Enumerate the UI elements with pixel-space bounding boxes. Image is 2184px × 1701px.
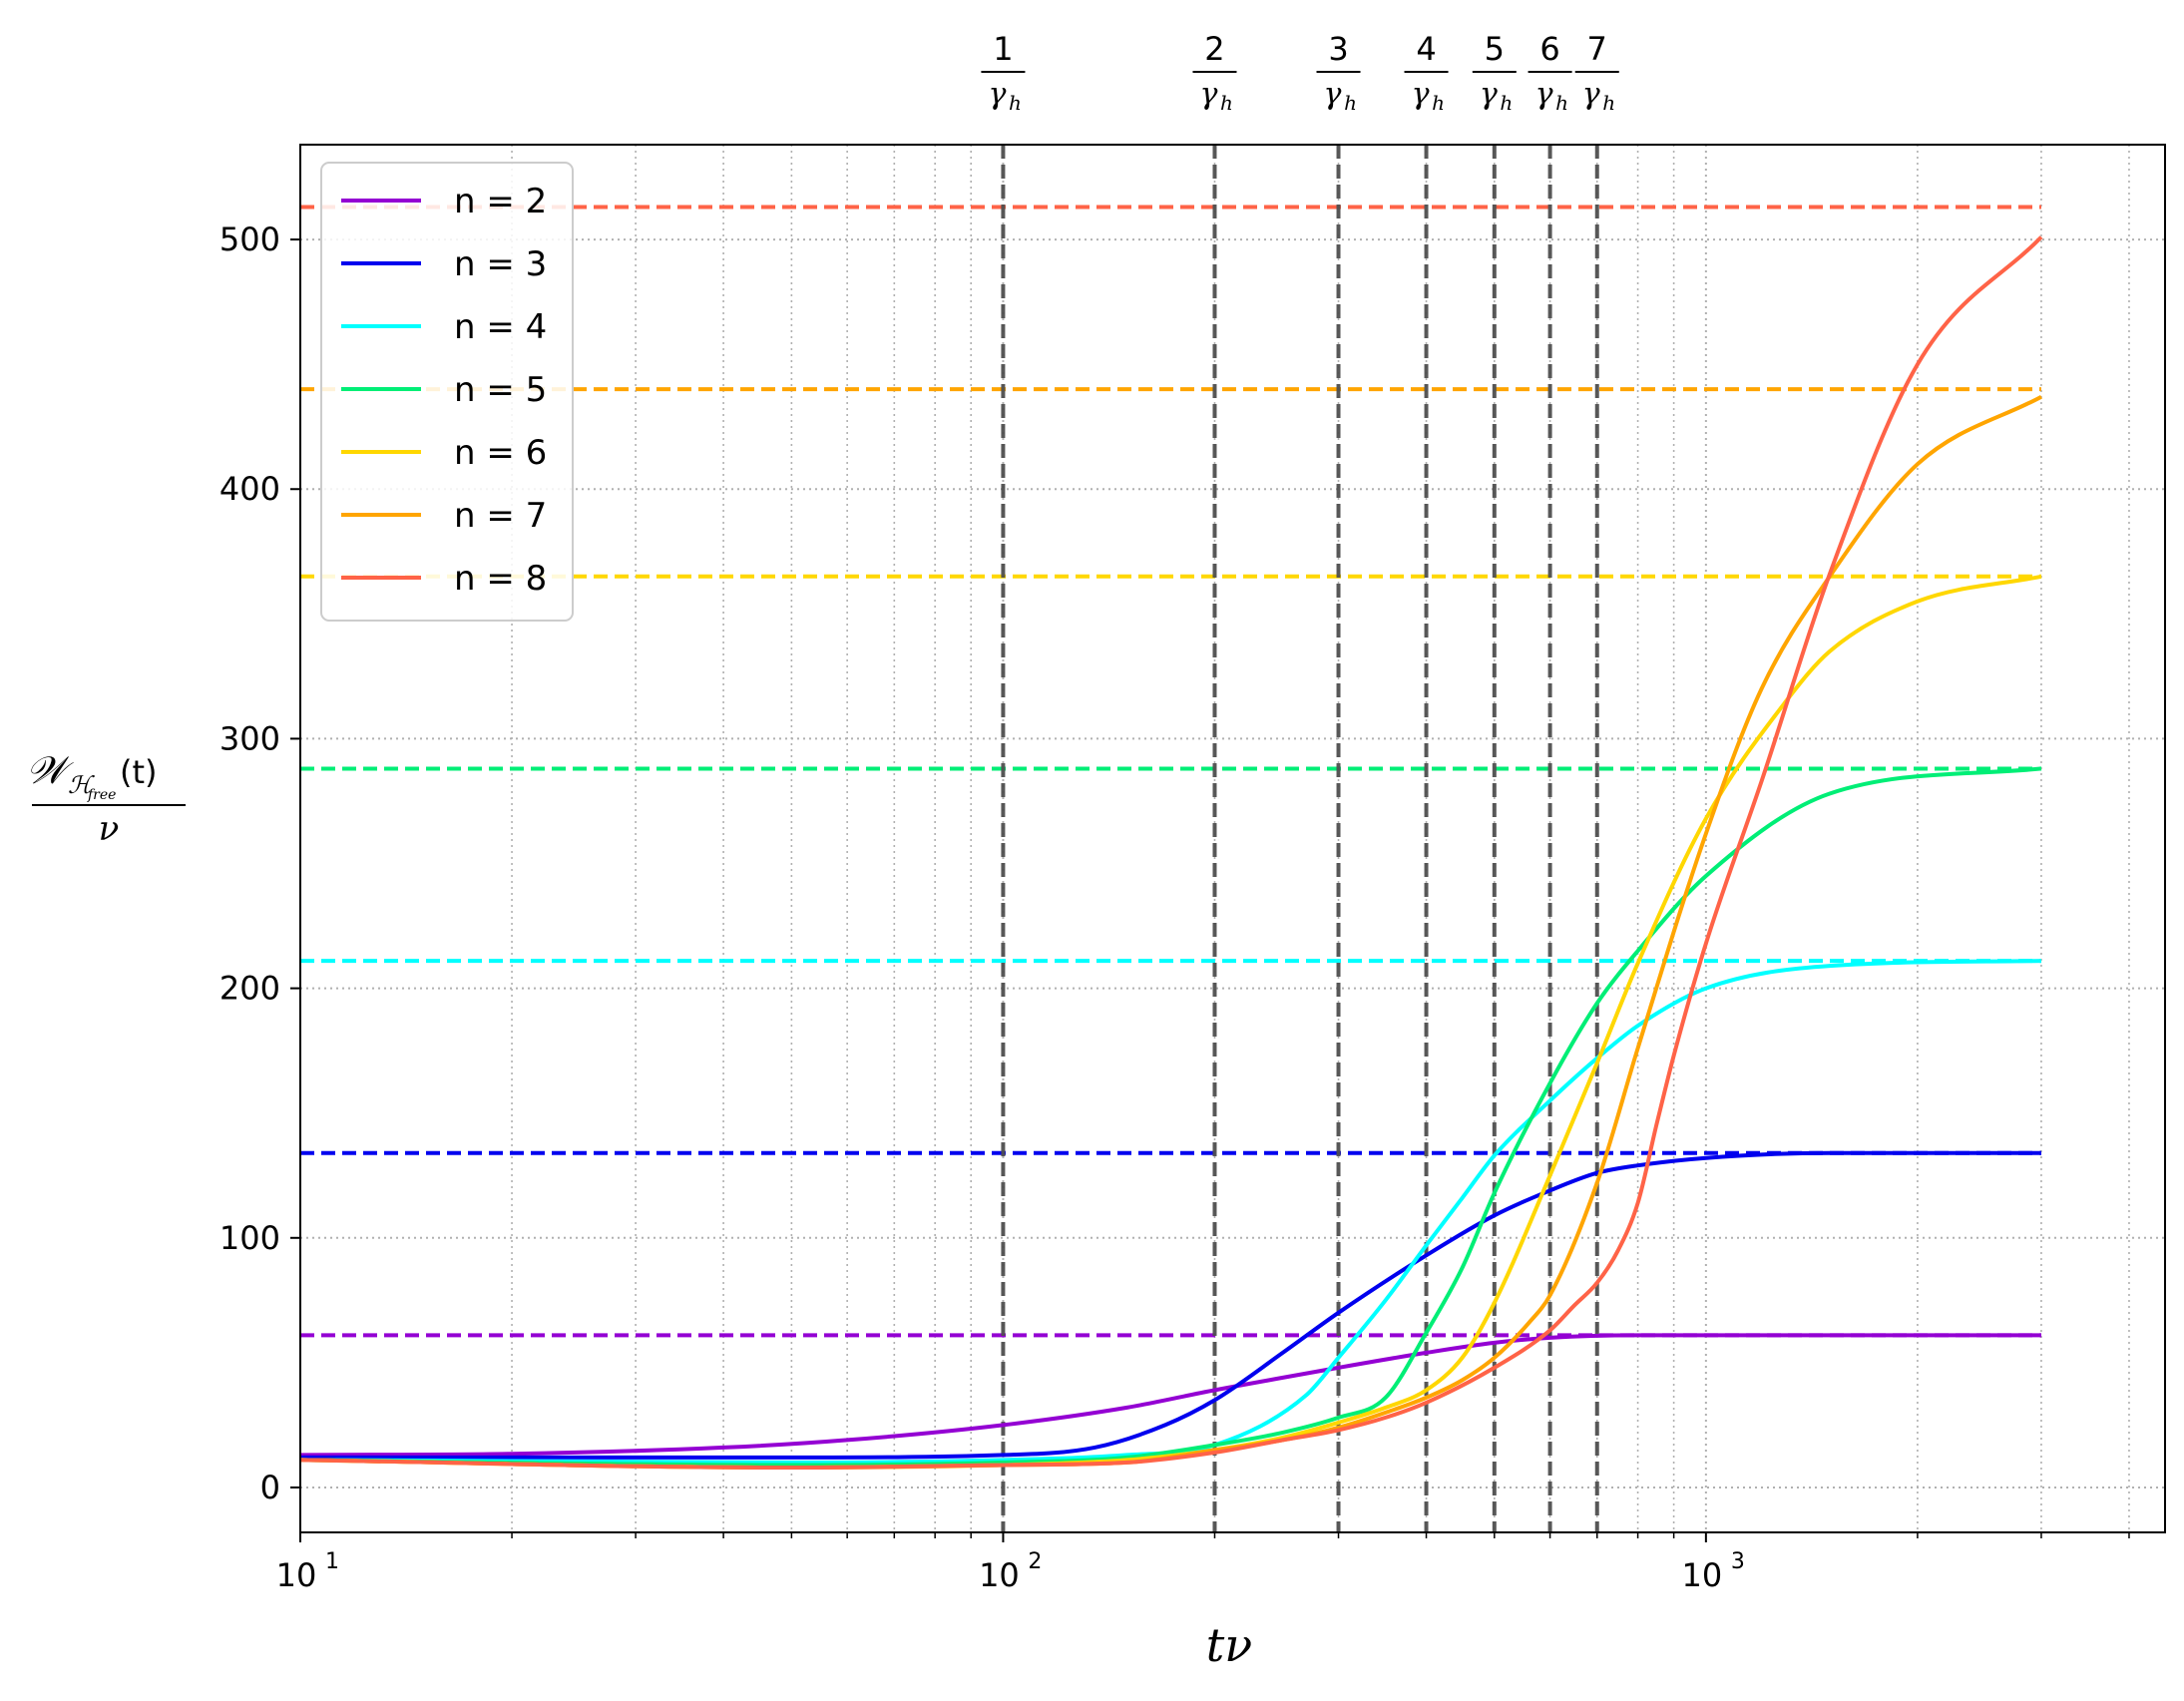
x-tick-label: 10 2: [979, 1549, 1042, 1594]
y-axis-ticks: 0 100 200 300 400 500: [219, 220, 300, 1506]
legend-label: n = 4: [454, 307, 547, 347]
legend-label: n = 3: [454, 244, 547, 284]
vline-label-sub: h: [1500, 91, 1513, 115]
legend-entry: n = 8: [341, 559, 547, 599]
series-line: [299, 235, 2043, 1470]
x-tick-label: 10 3: [1681, 1549, 1744, 1594]
legend-box: [320, 162, 574, 622]
x-tick-label-exponent: 3: [1731, 1549, 1745, 1574]
vline-label-numerator: 1: [993, 30, 1013, 68]
x-tick-label-base: 10: [979, 1556, 1020, 1594]
series-line: [299, 1150, 2041, 1460]
x-tick-label-exponent: 1: [325, 1549, 339, 1574]
x-tick-label-exponent: 2: [1028, 1549, 1042, 1574]
vline-label: 7 γ h: [1574, 30, 1619, 115]
y-axis-label-denominator: ν: [99, 809, 120, 849]
vline-label: 4 γ h: [1404, 30, 1449, 115]
plot-frame: [299, 144, 2166, 1533]
vline-label: 5 γ h: [1472, 30, 1517, 115]
vline-label-sub: h: [1344, 91, 1357, 115]
vline-label: 2 γ h: [1192, 30, 1237, 115]
vline-label-gamma: γ: [1324, 77, 1342, 112]
vline-label-gamma: γ: [1412, 77, 1430, 112]
x-tick-label-base: 10: [1681, 1556, 1722, 1594]
minor-grid: [511, 145, 2130, 1532]
vline-label-numerator: 6: [1539, 30, 1559, 68]
y-tick-label: 500: [219, 220, 280, 258]
vline-label-sub: h: [1602, 91, 1615, 115]
vline-label: 3 γ h: [1316, 30, 1361, 115]
vline-label: 1 γ h: [981, 30, 1026, 115]
vline-label-numerator: 2: [1204, 30, 1224, 68]
vline-label: 6 γ h: [1528, 30, 1572, 115]
vline-label-sub: h: [1555, 91, 1568, 115]
y-tick-label: 400: [219, 470, 280, 508]
legend-entry: n = 2: [341, 182, 547, 221]
y-tick-label: 200: [219, 970, 280, 1008]
series-line: [299, 766, 2042, 1468]
vline-labels: 1γ h2γ h3γ h4γ h5γ h6γ h7γ h: [981, 30, 1619, 115]
vline-label-sub: h: [1009, 91, 1022, 115]
legend-label: n = 5: [454, 370, 547, 410]
vline-label-numerator: 7: [1587, 30, 1607, 68]
vline-label-sub: h: [1432, 91, 1445, 115]
vline-label-numerator: 4: [1416, 30, 1436, 68]
x-axis-ticks: 10 1 10 2 10 3: [276, 1532, 2130, 1594]
legend-label: n = 6: [454, 433, 547, 473]
vline-label-gamma: γ: [1535, 77, 1553, 112]
y-tick-label: 100: [219, 1219, 280, 1257]
legend-entry: n = 4: [341, 307, 547, 347]
vline-label-gamma: γ: [988, 77, 1006, 112]
legend-label: n = 7: [454, 496, 547, 536]
y-axis-label-subsub: free: [87, 787, 116, 803]
vline-label-numerator: 3: [1328, 30, 1348, 68]
x-axis-label: tν: [1206, 1618, 1252, 1672]
vertical-reference-lines: [1001, 145, 1599, 1532]
y-axis-label-sub: ℋ: [68, 771, 95, 799]
y-tick-label: 300: [219, 719, 280, 757]
legend-entry: n = 6: [341, 433, 547, 473]
y-axis-label-tail: (t): [120, 753, 158, 791]
legend-entry: n = 7: [341, 496, 547, 536]
x-tick-label: 10 1: [276, 1549, 339, 1594]
asymptote-lines: [300, 205, 2041, 1338]
legend-entry: n = 3: [341, 244, 547, 284]
legend-entry: n = 5: [341, 370, 547, 410]
legend-label: n = 8: [454, 559, 547, 599]
legend-label: n = 2: [454, 182, 547, 221]
series-lines: [299, 235, 2043, 1470]
vline-label-gamma: γ: [1480, 77, 1498, 112]
vline-label-gamma: γ: [1582, 77, 1600, 112]
x-tick-label-base: 10: [276, 1556, 317, 1594]
vline-label-gamma: γ: [1200, 77, 1218, 112]
series-line: [299, 1333, 2041, 1458]
vline-label-numerator: 5: [1485, 30, 1505, 68]
vline-label-sub: h: [1220, 91, 1233, 115]
y-tick-label: 0: [260, 1469, 280, 1506]
legend: n = 2 n = 3 n = 4 n = 5 n = 6 n = 7 n = 8: [320, 162, 574, 622]
